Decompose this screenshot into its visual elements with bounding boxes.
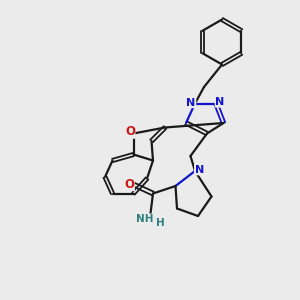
Text: NH: NH — [136, 214, 153, 224]
Text: N: N — [187, 98, 196, 108]
Text: N: N — [215, 97, 224, 107]
Text: H: H — [156, 218, 165, 228]
Text: O: O — [124, 178, 134, 191]
Text: N: N — [195, 165, 204, 175]
Text: O: O — [125, 125, 135, 138]
